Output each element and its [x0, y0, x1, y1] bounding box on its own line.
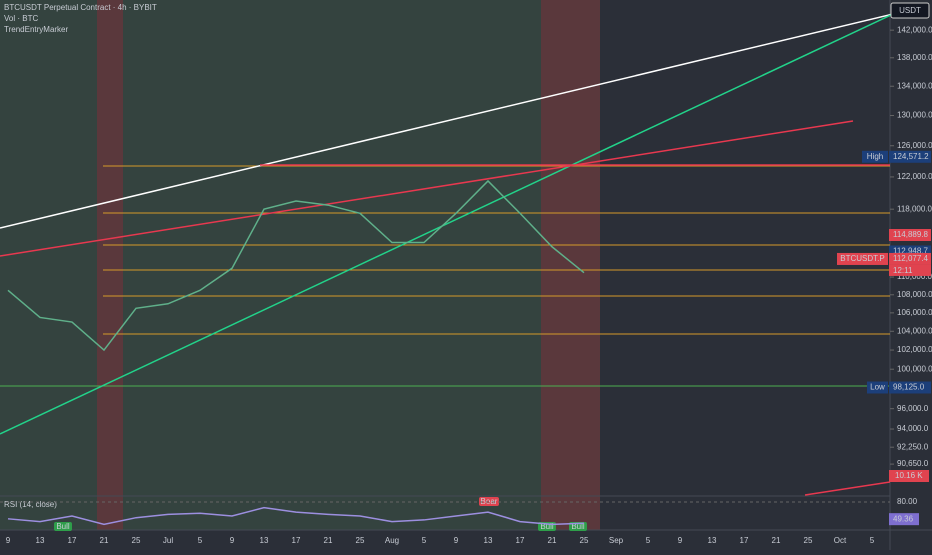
- price-label: 124,571.2: [893, 152, 929, 161]
- x-tick-label: Oct: [834, 536, 847, 545]
- y-tick-label: 96,000.0: [897, 404, 929, 413]
- price-label: 114,889.8: [893, 230, 929, 239]
- x-tick-label: 25: [580, 536, 589, 545]
- y-tick-label: 142,000.0: [897, 25, 932, 34]
- rsi-last: 49.36: [893, 514, 914, 523]
- y-tick-label: 138,000.0: [897, 53, 932, 62]
- x-tick-label: 17: [292, 536, 301, 545]
- y-tick-label: 110,000.0: [897, 272, 932, 281]
- currency-box[interactable]: [890, 2, 930, 19]
- x-tick-label: 13: [36, 536, 45, 545]
- signal: Bear: [481, 497, 498, 506]
- x-tick-label: 17: [516, 536, 525, 545]
- x-tick-label: Jul: [163, 536, 173, 545]
- y-tick-label: 118,000.0: [897, 204, 932, 213]
- levels: [103, 165, 890, 335]
- trendline: [0, 13, 894, 435]
- x-tick-label: 25: [356, 536, 365, 545]
- y-tick-label: 102,000.0: [897, 345, 932, 354]
- x-tick-label: 5: [198, 536, 203, 545]
- y-tick-label: 90,650.0: [897, 459, 929, 468]
- tag-box: [862, 150, 888, 163]
- y-tick-label: 100,000.0: [897, 364, 932, 373]
- price-box: [889, 228, 931, 241]
- price-label: 112,077.4: [893, 254, 929, 263]
- x-tick-label: 5: [422, 536, 427, 545]
- currency[interactable]: USDT: [899, 6, 921, 15]
- x-tick-label: 13: [484, 536, 493, 545]
- volume-title: Vol · BTC: [4, 14, 38, 23]
- trend-zone: [0, 0, 600, 530]
- signal: Bull: [56, 522, 70, 531]
- x-tick-label: 21: [324, 536, 333, 545]
- signals: Bull Bear Bull Bull: [54, 497, 587, 531]
- price-timer: 12:11: [893, 266, 913, 275]
- x-tick-label: 9: [6, 536, 11, 545]
- indicator-title: TrendEntryMarker: [4, 25, 69, 34]
- x-tick-label: 21: [548, 536, 557, 545]
- x-tick-label: 5: [646, 536, 651, 545]
- tag-box: [837, 252, 888, 265]
- tag-box: [867, 381, 888, 394]
- y-tick-label: 94,000.0: [897, 424, 929, 433]
- x-tick-label: Aug: [385, 536, 399, 545]
- x-tick-label: 25: [804, 536, 813, 545]
- x-tick-label: 9: [678, 536, 683, 545]
- y-tick-label: 104,000.0: [897, 326, 932, 335]
- y-tick-label: 134,000.0: [897, 81, 932, 90]
- x-tick-label: 9: [230, 536, 235, 545]
- volume-box: [889, 470, 929, 482]
- bear-zone: [97, 0, 123, 530]
- y-tick-label: 122,000.0: [897, 172, 932, 181]
- signal-box: [479, 497, 499, 506]
- x-tick-label: 13: [708, 536, 717, 545]
- x-tick-label: 21: [772, 536, 781, 545]
- y-tick-label: 106,000.0: [897, 308, 932, 317]
- trendline: [0, 120, 854, 257]
- price-tag: BTCUSDT.P: [840, 254, 884, 263]
- x-tick-label: 25: [132, 536, 141, 545]
- bear-zone: [541, 0, 600, 530]
- rsi-title: RSI (14, close): [4, 500, 57, 509]
- y-tick-label: 92,250.0: [897, 442, 929, 451]
- y-tick-label: 80.00: [897, 497, 918, 506]
- price-label: 112,948.7: [893, 247, 929, 256]
- series-line: [7, 506, 585, 526]
- price-tag: Low: [870, 383, 885, 392]
- price-box: [889, 252, 931, 265]
- x-tick-label: 21: [100, 536, 109, 545]
- rsi-box: [889, 513, 919, 526]
- x-tick-label: 9: [454, 536, 459, 545]
- x-tick-label: 17: [68, 536, 77, 545]
- series-line: [7, 179, 585, 352]
- trendline: [0, 13, 894, 229]
- x-tick-label: 17: [740, 536, 749, 545]
- x-tick-label: Sep: [609, 536, 624, 545]
- y-tick-label: 108,000.0: [897, 290, 932, 299]
- chart-title: BTCUSDT Perpetual Contract · 4h · BYBIT: [4, 3, 157, 12]
- y-tick-label: 130,000.0: [897, 111, 932, 120]
- y-tick-label: 126,000.0: [897, 141, 932, 150]
- signal-box: [54, 522, 72, 531]
- price-box: [889, 150, 931, 163]
- price-tag: High: [867, 152, 883, 161]
- x-tick-label: 5: [870, 536, 875, 545]
- timer-box: [889, 264, 931, 276]
- trendline: [804, 481, 891, 496]
- signal: Bull: [571, 522, 585, 531]
- price-label: 98,125.0: [893, 383, 925, 392]
- signal: Bull: [540, 522, 554, 531]
- volume-label: 10.16 K: [895, 471, 923, 480]
- price-box: [889, 381, 931, 394]
- x-tick-label: 13: [260, 536, 269, 545]
